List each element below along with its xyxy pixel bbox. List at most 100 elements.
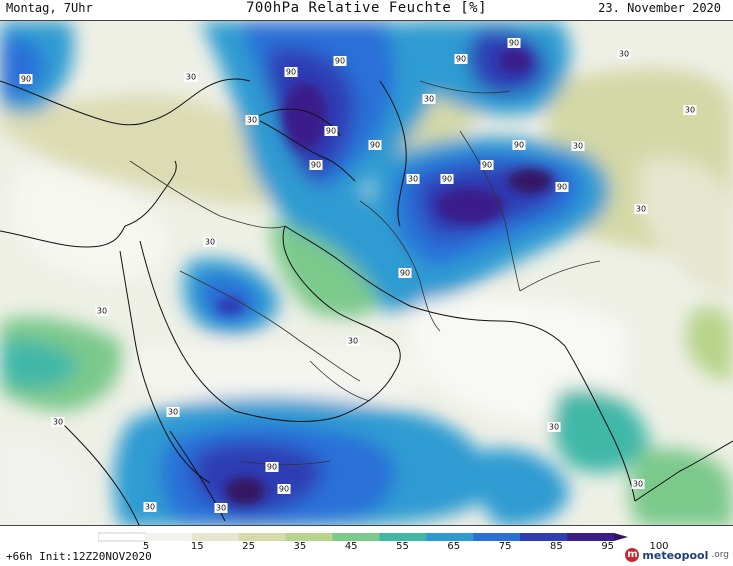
contour-label-bg bbox=[166, 407, 180, 417]
colorbar-swatch bbox=[567, 533, 615, 541]
contour-label: 30 bbox=[205, 238, 215, 247]
contour-label-bg bbox=[683, 105, 697, 115]
contour-label-bg bbox=[143, 502, 157, 512]
contour-label: 90 bbox=[279, 485, 289, 494]
contour-label: 90 bbox=[456, 55, 466, 64]
humidity-cores bbox=[216, 49, 552, 505]
contour-label-bg bbox=[245, 115, 259, 125]
contour-label: 90 bbox=[335, 57, 345, 66]
colorbar-tick-label: 45 bbox=[344, 541, 358, 552]
colorbar-tick-label: 25 bbox=[242, 541, 255, 552]
colorbar-tick-label: 35 bbox=[293, 541, 307, 552]
contour-label-bg bbox=[324, 126, 338, 136]
contour-label: 30 bbox=[247, 116, 257, 125]
contour-label: 30 bbox=[97, 307, 107, 316]
contour-label-bg bbox=[634, 204, 648, 214]
contour-label: 30 bbox=[424, 95, 434, 104]
colorbar-tick-label: 5 bbox=[142, 541, 150, 552]
contour-label-bg bbox=[277, 484, 291, 494]
contour-label-bg bbox=[617, 49, 631, 59]
colorbar-swatch bbox=[238, 533, 287, 541]
contour-label: 30 bbox=[408, 175, 418, 184]
contour-label-bg bbox=[512, 140, 526, 150]
meteopool-logo[interactable]: m meteopool .org bbox=[625, 546, 729, 564]
colorbar-tick-label: 100 bbox=[649, 541, 669, 552]
contour-label-bg bbox=[368, 140, 382, 150]
contour-label-bg bbox=[284, 67, 298, 77]
colorbar-swatch bbox=[473, 533, 521, 541]
contour-label-bg bbox=[398, 268, 412, 278]
contour-label: 90 bbox=[509, 39, 519, 48]
contour-label: 90 bbox=[557, 183, 567, 192]
contour-label-bg bbox=[422, 94, 436, 104]
contour-label: 90 bbox=[326, 127, 336, 136]
colorbar-swatch bbox=[285, 533, 334, 541]
contour-label-bg bbox=[95, 306, 109, 316]
colorbar-tick-label: 95 bbox=[601, 541, 615, 552]
contour-label: 90 bbox=[21, 75, 31, 84]
colorbar-swatch bbox=[332, 533, 380, 541]
contour-label-bg bbox=[346, 336, 360, 346]
map-title: 700hPa Relative Feuchte [%] bbox=[245, 0, 488, 16]
contour-label: 30 bbox=[633, 480, 643, 489]
colorbar-swatch bbox=[144, 533, 193, 541]
meteopool-logo-icon: m bbox=[625, 548, 640, 562]
colorbar-tick-label: 15 bbox=[190, 541, 204, 552]
contour-label-bg bbox=[214, 503, 228, 513]
contour-label: 30 bbox=[549, 423, 559, 432]
contour-label: 90 bbox=[514, 141, 524, 150]
colorbar-swatch bbox=[379, 533, 427, 541]
contour-label-bg bbox=[19, 74, 33, 84]
contour-label-bg bbox=[547, 422, 561, 432]
contour-label: 30 bbox=[348, 337, 358, 346]
colorbar-swatch bbox=[97, 532, 146, 542]
contour-label-bg bbox=[631, 479, 645, 489]
valid-date-label: 23. November 2020 bbox=[598, 1, 721, 15]
contour-label: 30 bbox=[685, 106, 695, 115]
coastlines bbox=[0, 78, 733, 525]
contour-label-bg bbox=[440, 174, 454, 184]
contour-label-bg bbox=[265, 462, 279, 472]
contour-label: 90 bbox=[286, 68, 296, 77]
humidity-map: 90 90 90 90 90 90 90 90 90 90 90 90 90 90 90 30 30 30 30 30… bbox=[0, 20, 733, 526]
logo-text: meteopool bbox=[642, 548, 709, 562]
contour-label: 30 bbox=[53, 418, 63, 427]
forecast-init-label: +66h Init:12Z20NOV2020 bbox=[6, 550, 152, 563]
contour-label-bg bbox=[51, 417, 65, 427]
contour-label: 90 bbox=[370, 141, 380, 150]
colorbar-swatch bbox=[191, 533, 240, 541]
contour-label-bg bbox=[333, 56, 347, 66]
colorbar-tick-label: 65 bbox=[447, 541, 461, 552]
contour-label-bg bbox=[555, 182, 569, 192]
contour-labels: 90 90 90 90 90 90 90 90 90 90 90 90 90 90 90 30 30 30 30 30… bbox=[19, 38, 697, 513]
contour-label-bg bbox=[203, 237, 217, 247]
contour-label: 30 bbox=[636, 205, 646, 214]
contour-label: 90 bbox=[482, 161, 492, 170]
colorbar-tick-label: 85 bbox=[550, 541, 563, 552]
contour-label-bg bbox=[454, 54, 468, 64]
contour-label: 90 bbox=[442, 175, 452, 184]
colorbar-tick-label: 55 bbox=[396, 541, 409, 552]
contour-label-bg bbox=[309, 160, 323, 170]
colorbar-tick-label: 75 bbox=[498, 541, 512, 552]
contour-label: 90 bbox=[267, 463, 277, 472]
colorbar-swatch bbox=[520, 533, 568, 541]
contour-label: 30 bbox=[573, 142, 583, 151]
colorbar-swatch bbox=[426, 533, 474, 541]
colorbar bbox=[97, 530, 628, 544]
contour-label: 30 bbox=[619, 50, 629, 59]
colorbar-arrow bbox=[614, 533, 628, 541]
contour-label-bg bbox=[480, 160, 494, 170]
contour-label: 90 bbox=[311, 161, 321, 170]
colorbar-swatches bbox=[97, 532, 628, 542]
valid-day-label: Montag, 7Uhr bbox=[6, 1, 93, 15]
contour-label: 30 bbox=[186, 73, 196, 82]
colorbar-ticks: 5 15 25 35 45 55 65 75 85 95 100 bbox=[98, 541, 669, 553]
contour-label-bg bbox=[507, 38, 521, 48]
contour-label-bg bbox=[571, 141, 585, 151]
contour-label: 90 bbox=[400, 269, 410, 278]
contour-label-bg bbox=[184, 72, 198, 82]
contour-label-bg bbox=[406, 174, 420, 184]
contour-label: 30 bbox=[216, 504, 226, 513]
contour-label: 30 bbox=[145, 503, 155, 512]
